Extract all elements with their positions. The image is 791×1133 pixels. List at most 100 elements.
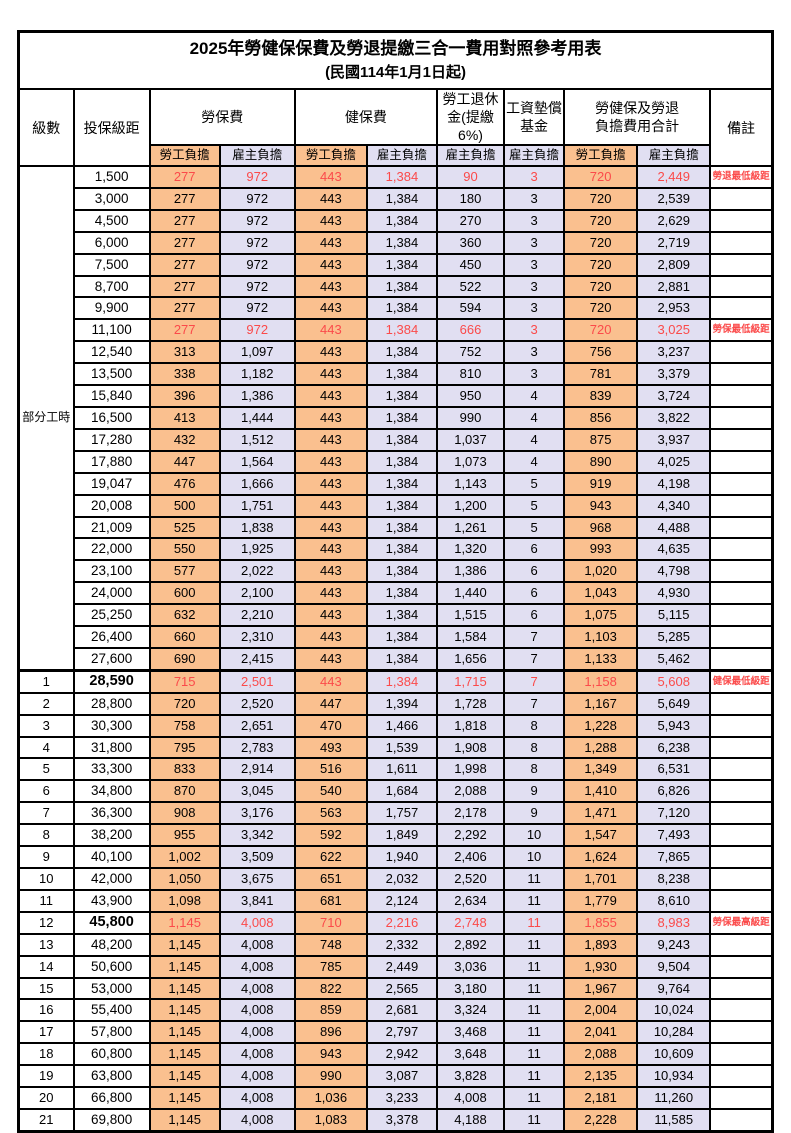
value-cell: 443 [293, 274, 368, 299]
insured-bracket-cell: 16,500 [72, 405, 151, 430]
value-cell: 2,565 [365, 976, 438, 1001]
table-row: 5 33,300 833 2,914 516 1,611 1,998 8 1,349 6,531 [17, 757, 774, 782]
level-cell: 12 [17, 910, 75, 935]
value-cell: 2,520 [435, 867, 506, 891]
value-cell: 3,822 [636, 405, 712, 430]
value-cell: 972 [218, 252, 296, 277]
table-row: 23,100 577 2,022 443 1,384 1,386 6 1,020 4,798 [19, 559, 774, 584]
value-cell: 748 [293, 932, 368, 957]
note-cell [709, 230, 774, 255]
value-cell: 2,520 [218, 691, 296, 716]
table-row: 7,500 277 972 443 1,384 450 3 720 2,809 [19, 252, 774, 277]
value-cell: 3,025 [636, 318, 712, 343]
value-cell: 1,384 [365, 471, 438, 496]
insured-bracket-cell: 27,600 [72, 646, 151, 672]
value-cell: 4,008 [218, 954, 296, 979]
value-cell: 1,893 [563, 932, 639, 957]
table-row: 4 31,800 795 2,783 493 1,539 1,908 8 1,288 6,238 [17, 735, 774, 760]
value-cell: 4,488 [636, 515, 712, 540]
value-cell: 1,097 [218, 340, 296, 365]
group-header-health-insurance: 健保費 [293, 88, 438, 146]
table-row: 17,880 447 1,564 443 1,384 1,073 4 890 4,025 [19, 449, 774, 474]
value-cell: 1,384 [365, 646, 438, 672]
insured-bracket-cell: 43,900 [72, 888, 151, 913]
value-cell: 277 [148, 252, 221, 277]
value-cell: 2,719 [636, 230, 712, 255]
value-cell: 2,449 [365, 954, 438, 979]
insured-bracket-cell: 45,800 [72, 910, 151, 935]
value-cell: 5,649 [636, 691, 712, 716]
group-header-wage-arrears-fund: 工資墊償 基金 [503, 88, 566, 146]
level-cell: 19 [17, 1064, 75, 1089]
value-cell: 180 [435, 186, 506, 211]
insured-bracket-cell: 12,540 [72, 340, 151, 365]
value-cell: 1,145 [148, 954, 221, 979]
table-title: 2025年勞健保保費及勞退提繳三合一費用對照參考用表 [189, 39, 602, 58]
value-cell: 10 [503, 823, 566, 848]
value-cell: 1,145 [148, 976, 221, 1001]
value-cell: 3 [503, 362, 566, 387]
value-cell: 1,547 [563, 823, 639, 848]
value-cell: 4,008 [218, 1086, 296, 1110]
value-cell: 1,384 [365, 296, 438, 321]
value-cell: 1,611 [365, 757, 438, 782]
value-cell: 1,145 [148, 932, 221, 957]
value-cell: 1,133 [563, 646, 639, 672]
table-row: 19 63,800 1,145 4,008 990 3,087 3,828 11 2,135 10… [17, 1064, 774, 1089]
value-cell: 563 [293, 801, 368, 826]
value-cell: 470 [293, 713, 368, 738]
table-row: 20 66,800 1,145 4,008 1,036 3,233 4,008 11 2,181… [17, 1086, 774, 1110]
note-cell [709, 208, 774, 233]
value-cell: 1,043 [563, 581, 639, 606]
value-cell: 443 [293, 165, 368, 189]
value-cell: 1,384 [365, 581, 438, 606]
value-cell: 1,073 [435, 449, 506, 474]
value-cell: 4 [503, 449, 566, 474]
value-cell: 2,881 [636, 274, 712, 299]
value-cell: 1,384 [365, 274, 438, 299]
value-cell: 270 [435, 208, 506, 233]
value-cell: 1,386 [218, 384, 296, 408]
note-cell: 勞保最低級距 [709, 318, 774, 343]
value-cell: 443 [293, 537, 368, 562]
insured-bracket-cell: 1,500 [72, 165, 151, 189]
value-cell: 4 [503, 405, 566, 430]
value-cell: 90 [435, 165, 506, 189]
value-cell: 2,539 [636, 186, 712, 211]
table-row: 20,008 500 1,751 443 1,384 1,200 5 943 4,340 [19, 493, 774, 518]
value-cell: 1,751 [218, 493, 296, 518]
table-row: 15 53,000 1,145 4,008 822 2,565 3,180 11 1,967 9,… [17, 976, 774, 1001]
value-cell: 4,008 [218, 1107, 296, 1133]
level-cell: 3 [17, 713, 75, 738]
level-cell: 20 [17, 1086, 75, 1110]
value-cell: 1,967 [563, 976, 639, 1001]
insured-bracket-cell: 7,500 [72, 252, 151, 277]
group-header-total: 勞健保及勞退 負擔費用合計 [563, 88, 712, 146]
note-cell [709, 779, 774, 804]
note-cell [709, 713, 774, 738]
value-cell: 1,930 [563, 954, 639, 979]
insured-bracket-cell: 25,250 [72, 603, 151, 628]
value-cell: 690 [148, 646, 221, 672]
value-cell: 443 [293, 646, 368, 672]
value-cell: 856 [563, 405, 639, 430]
table-row: 13 48,200 1,145 4,008 748 2,332 2,892 11 1,893 9,… [17, 932, 774, 957]
value-cell: 313 [148, 340, 221, 365]
value-cell: 5,943 [636, 713, 712, 738]
value-cell: 8 [503, 713, 566, 738]
value-cell: 5 [503, 471, 566, 496]
value-cell: 870 [148, 779, 221, 804]
value-cell: 338 [148, 362, 221, 387]
table-row: 16,500 413 1,444 443 1,384 990 4 856 3,822 [19, 405, 774, 430]
value-cell: 7 [503, 668, 566, 694]
table-row: 13,500 338 1,182 443 1,384 810 3 781 3,379 [19, 362, 774, 387]
note-cell [709, 757, 774, 782]
value-cell: 3 [503, 296, 566, 321]
insured-bracket-cell: 42,000 [72, 867, 151, 891]
value-cell: 1,349 [563, 757, 639, 782]
value-cell: 4,008 [435, 1086, 506, 1110]
level-cell: 10 [17, 867, 75, 891]
value-cell: 3,379 [636, 362, 712, 387]
value-cell: 1,143 [435, 471, 506, 496]
value-cell: 476 [148, 471, 221, 496]
